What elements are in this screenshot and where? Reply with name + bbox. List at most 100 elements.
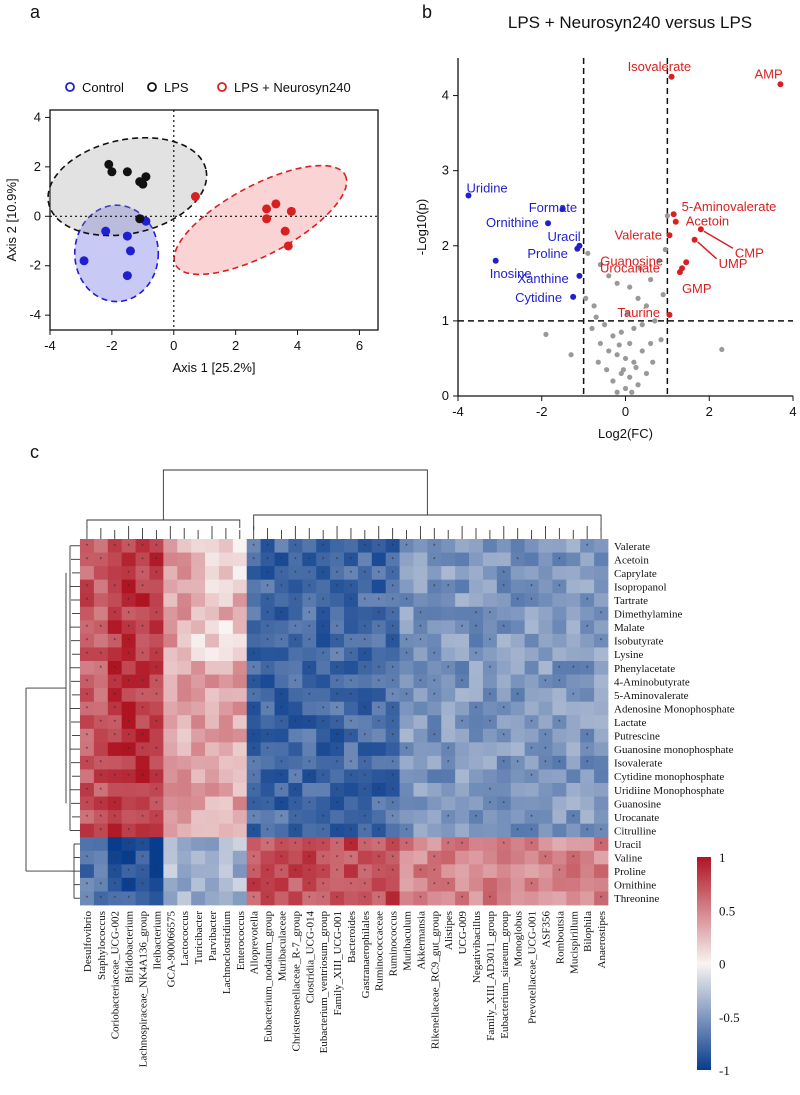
heatmap-cell	[288, 715, 303, 730]
heatmap-significance-mark: *	[266, 896, 269, 902]
pca-point	[107, 167, 117, 177]
heatmap-cell	[413, 715, 428, 730]
heatmap-significance-mark: *	[253, 557, 256, 563]
heatmap-cell	[232, 891, 248, 906]
heatmap-significance-mark: *	[364, 815, 367, 821]
dendro-col-root	[162, 469, 428, 505]
heatmap-cell	[121, 620, 136, 635]
heatmap-cell	[441, 674, 456, 689]
heatmap-cell	[344, 755, 359, 770]
heatmap-cell	[246, 633, 262, 648]
heatmap-significance-mark: *	[141, 693, 144, 699]
heatmap-significance-mark: *	[127, 869, 130, 875]
heatmap-significance-mark: *	[336, 679, 339, 685]
heatmap-cell	[496, 877, 512, 892]
heatmap-significance-mark: *	[86, 706, 89, 712]
heatmap-column-label: Bacteroides	[346, 911, 358, 963]
heatmap-cell	[191, 674, 206, 689]
heatmap-cell	[260, 701, 275, 716]
heatmap-cell	[413, 701, 428, 716]
heatmap-cell	[552, 796, 567, 811]
heatmap-cell	[232, 647, 248, 662]
heatmap-significance-mark: *	[100, 801, 103, 807]
heatmap-significance-mark: *	[336, 639, 339, 645]
volcano-ns-point	[614, 352, 620, 358]
pca-ytick-label: 4	[34, 109, 41, 124]
heatmap-cell	[93, 796, 109, 811]
heatmap-cell	[316, 633, 331, 648]
heatmap-cell	[510, 755, 526, 770]
heatmap-cell	[330, 755, 345, 770]
heatmap-cell	[149, 688, 164, 703]
volcano-ns-point	[637, 265, 643, 271]
heatmap-significance-mark: *	[433, 883, 436, 889]
heatmap-significance-mark: *	[100, 896, 103, 902]
heatmap-cell	[205, 755, 220, 770]
heatmap-cell	[205, 742, 220, 757]
heatmap-cell	[566, 891, 581, 906]
heatmap-cell	[135, 715, 150, 730]
heatmap-cell	[302, 566, 317, 581]
heatmap-cell	[163, 837, 178, 852]
heatmap-cell	[441, 877, 456, 892]
heatmap-cell	[538, 810, 553, 825]
heatmap-cell	[149, 661, 164, 675]
heatmap-cell	[399, 728, 414, 743]
heatmap-cell	[302, 864, 317, 879]
volcano-ytick-label: 0	[442, 388, 449, 403]
volcano-point	[676, 269, 683, 276]
heatmap-cell	[455, 796, 470, 811]
heatmap-cell	[413, 552, 428, 567]
heatmap-cell	[371, 661, 387, 675]
heatmap-cell	[330, 891, 345, 906]
heatmap-significance-mark: *	[558, 666, 561, 672]
heatmap-cell	[316, 823, 331, 838]
heatmap-cell	[538, 606, 553, 621]
heatmap-significance-mark: *	[378, 801, 381, 807]
heatmap-cell	[218, 877, 234, 892]
heatmap-cell	[274, 728, 289, 743]
heatmap-cell	[524, 633, 539, 648]
heatmap-cell	[288, 837, 303, 852]
heatmap-significance-mark: *	[600, 828, 603, 834]
heatmap-cell	[274, 864, 289, 879]
heatmap-significance-mark: *	[391, 734, 394, 740]
heatmap-cell	[469, 877, 484, 892]
heatmap-significance-mark: *	[364, 571, 367, 577]
heatmap-cell	[121, 552, 136, 567]
heatmap-cell	[218, 823, 234, 838]
heatmap-significance-mark: *	[530, 815, 533, 821]
heatmap-cell	[135, 566, 150, 581]
heatmap-cell	[538, 620, 553, 635]
heatmap-cell	[177, 715, 192, 730]
heatmap-cell	[288, 810, 303, 825]
heatmap-cell	[246, 755, 262, 770]
heatmap-significance-mark: *	[266, 666, 269, 672]
heatmap-cell	[344, 769, 359, 784]
heatmap-cell	[218, 566, 234, 581]
heatmap-significance-mark: *	[308, 612, 311, 618]
heatmap-significance-mark: *	[308, 856, 311, 862]
heatmap-significance-mark: *	[405, 639, 408, 645]
heatmap-significance-mark: *	[155, 747, 158, 753]
heatmap-cell	[330, 633, 345, 648]
heatmap-cell	[288, 552, 303, 567]
heatmap-cell	[260, 864, 275, 879]
heatmap-cell	[205, 661, 220, 675]
heatmap-cell	[149, 796, 164, 811]
heatmap-significance-mark: *	[114, 584, 117, 590]
heatmap-cell	[482, 647, 498, 662]
heatmap-cell	[399, 783, 414, 797]
heatmap-cell	[413, 837, 428, 852]
heatmap-cell	[246, 796, 262, 811]
heatmap-cell	[469, 728, 484, 743]
pca-ellipse-1	[47, 136, 208, 237]
pca-point	[262, 204, 272, 214]
heatmap-cell	[274, 661, 289, 675]
heatmap-cell	[566, 566, 581, 581]
heatmap-cell	[107, 701, 123, 716]
heatmap-significance-mark: *	[141, 557, 144, 563]
volcano-ns-point	[616, 342, 622, 348]
heatmap-significance-mark: *	[391, 801, 394, 807]
